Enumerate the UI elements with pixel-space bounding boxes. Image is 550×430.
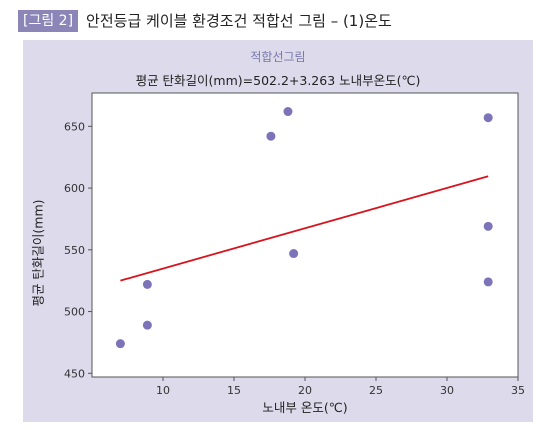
x-tick-label: 35	[511, 384, 525, 397]
y-tick-label: 450	[64, 367, 85, 380]
chart-panel: 적합선그림 평균 탄화길이(mm)=502.2+3.263 노내부온도(℃) 1…	[23, 40, 533, 422]
x-axis: 10 15 20 25 30 35	[156, 377, 525, 397]
plot-area	[91, 92, 519, 378]
y-axis-label: 평균 탄화길이(mm)	[30, 199, 46, 307]
chart-subtitle: 적합선그림	[250, 50, 306, 64]
x-tick-label: 15	[227, 384, 241, 397]
y-axis: 450 500 550 600 650	[64, 120, 92, 380]
x-tick-label: 30	[440, 384, 454, 397]
data-point	[289, 249, 299, 259]
data-point	[115, 339, 125, 349]
data-points	[115, 107, 493, 349]
data-point	[483, 221, 493, 231]
figure-header: [그림 2] 안전등급 케이블 환경조건 적합선 그림 – (1)온도	[18, 8, 392, 34]
data-point	[483, 113, 493, 123]
y-axis-label-box: 평균 탄화길이(mm)	[29, 198, 46, 308]
fit-line-group	[120, 175, 489, 282]
figure-label: [그림 2]	[18, 10, 79, 32]
data-point	[483, 277, 493, 287]
y-tick-label: 550	[64, 244, 85, 257]
data-point	[283, 107, 293, 117]
y-tick-label: 650	[64, 120, 85, 133]
chart-title: 평균 탄화길이(mm)=502.2+3.263 노내부온도(℃)	[135, 73, 421, 88]
y-tick-label: 600	[64, 182, 85, 195]
data-point	[142, 320, 152, 330]
scatter-plot: 10 15 20 25 30 35 450 500 550 600 650	[64, 92, 525, 397]
data-point	[142, 279, 152, 289]
y-tick-label: 500	[64, 306, 85, 319]
fit-line	[120, 175, 489, 282]
figure-title: 안전등급 케이블 환경조건 적합선 그림 – (1)온도	[86, 12, 392, 30]
x-tick-label: 20	[298, 384, 312, 397]
data-point	[266, 131, 276, 141]
x-tick-label: 10	[156, 384, 170, 397]
x-axis-label: 노내부 온도(℃)	[262, 400, 348, 415]
x-tick-label: 25	[369, 384, 383, 397]
